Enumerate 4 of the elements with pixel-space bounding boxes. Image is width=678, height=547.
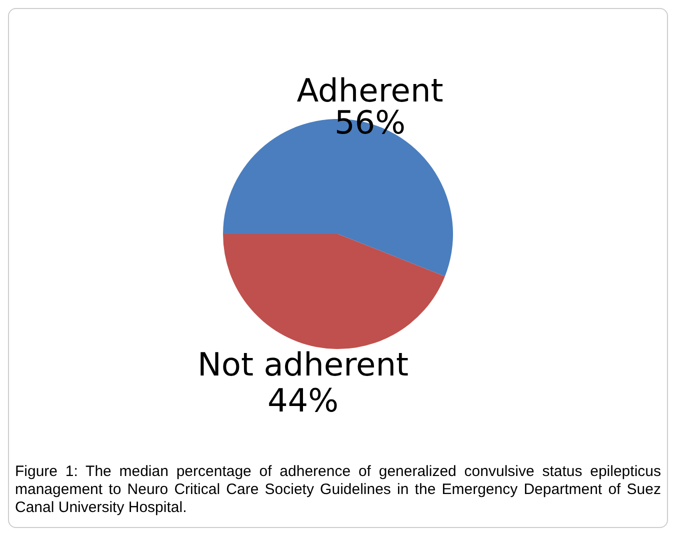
slice-label: Adherent [296,71,444,110]
caption: Figure 1: The median percentage of adherence of generalized convulsive status epilepticus management to Neuro Critical Care Society Guidelines in the Emergency Department of Suez Canal University Hospital. [14,462,662,518]
data-label: 44% [267,381,339,420]
slice-label: Not adherent [197,345,409,384]
